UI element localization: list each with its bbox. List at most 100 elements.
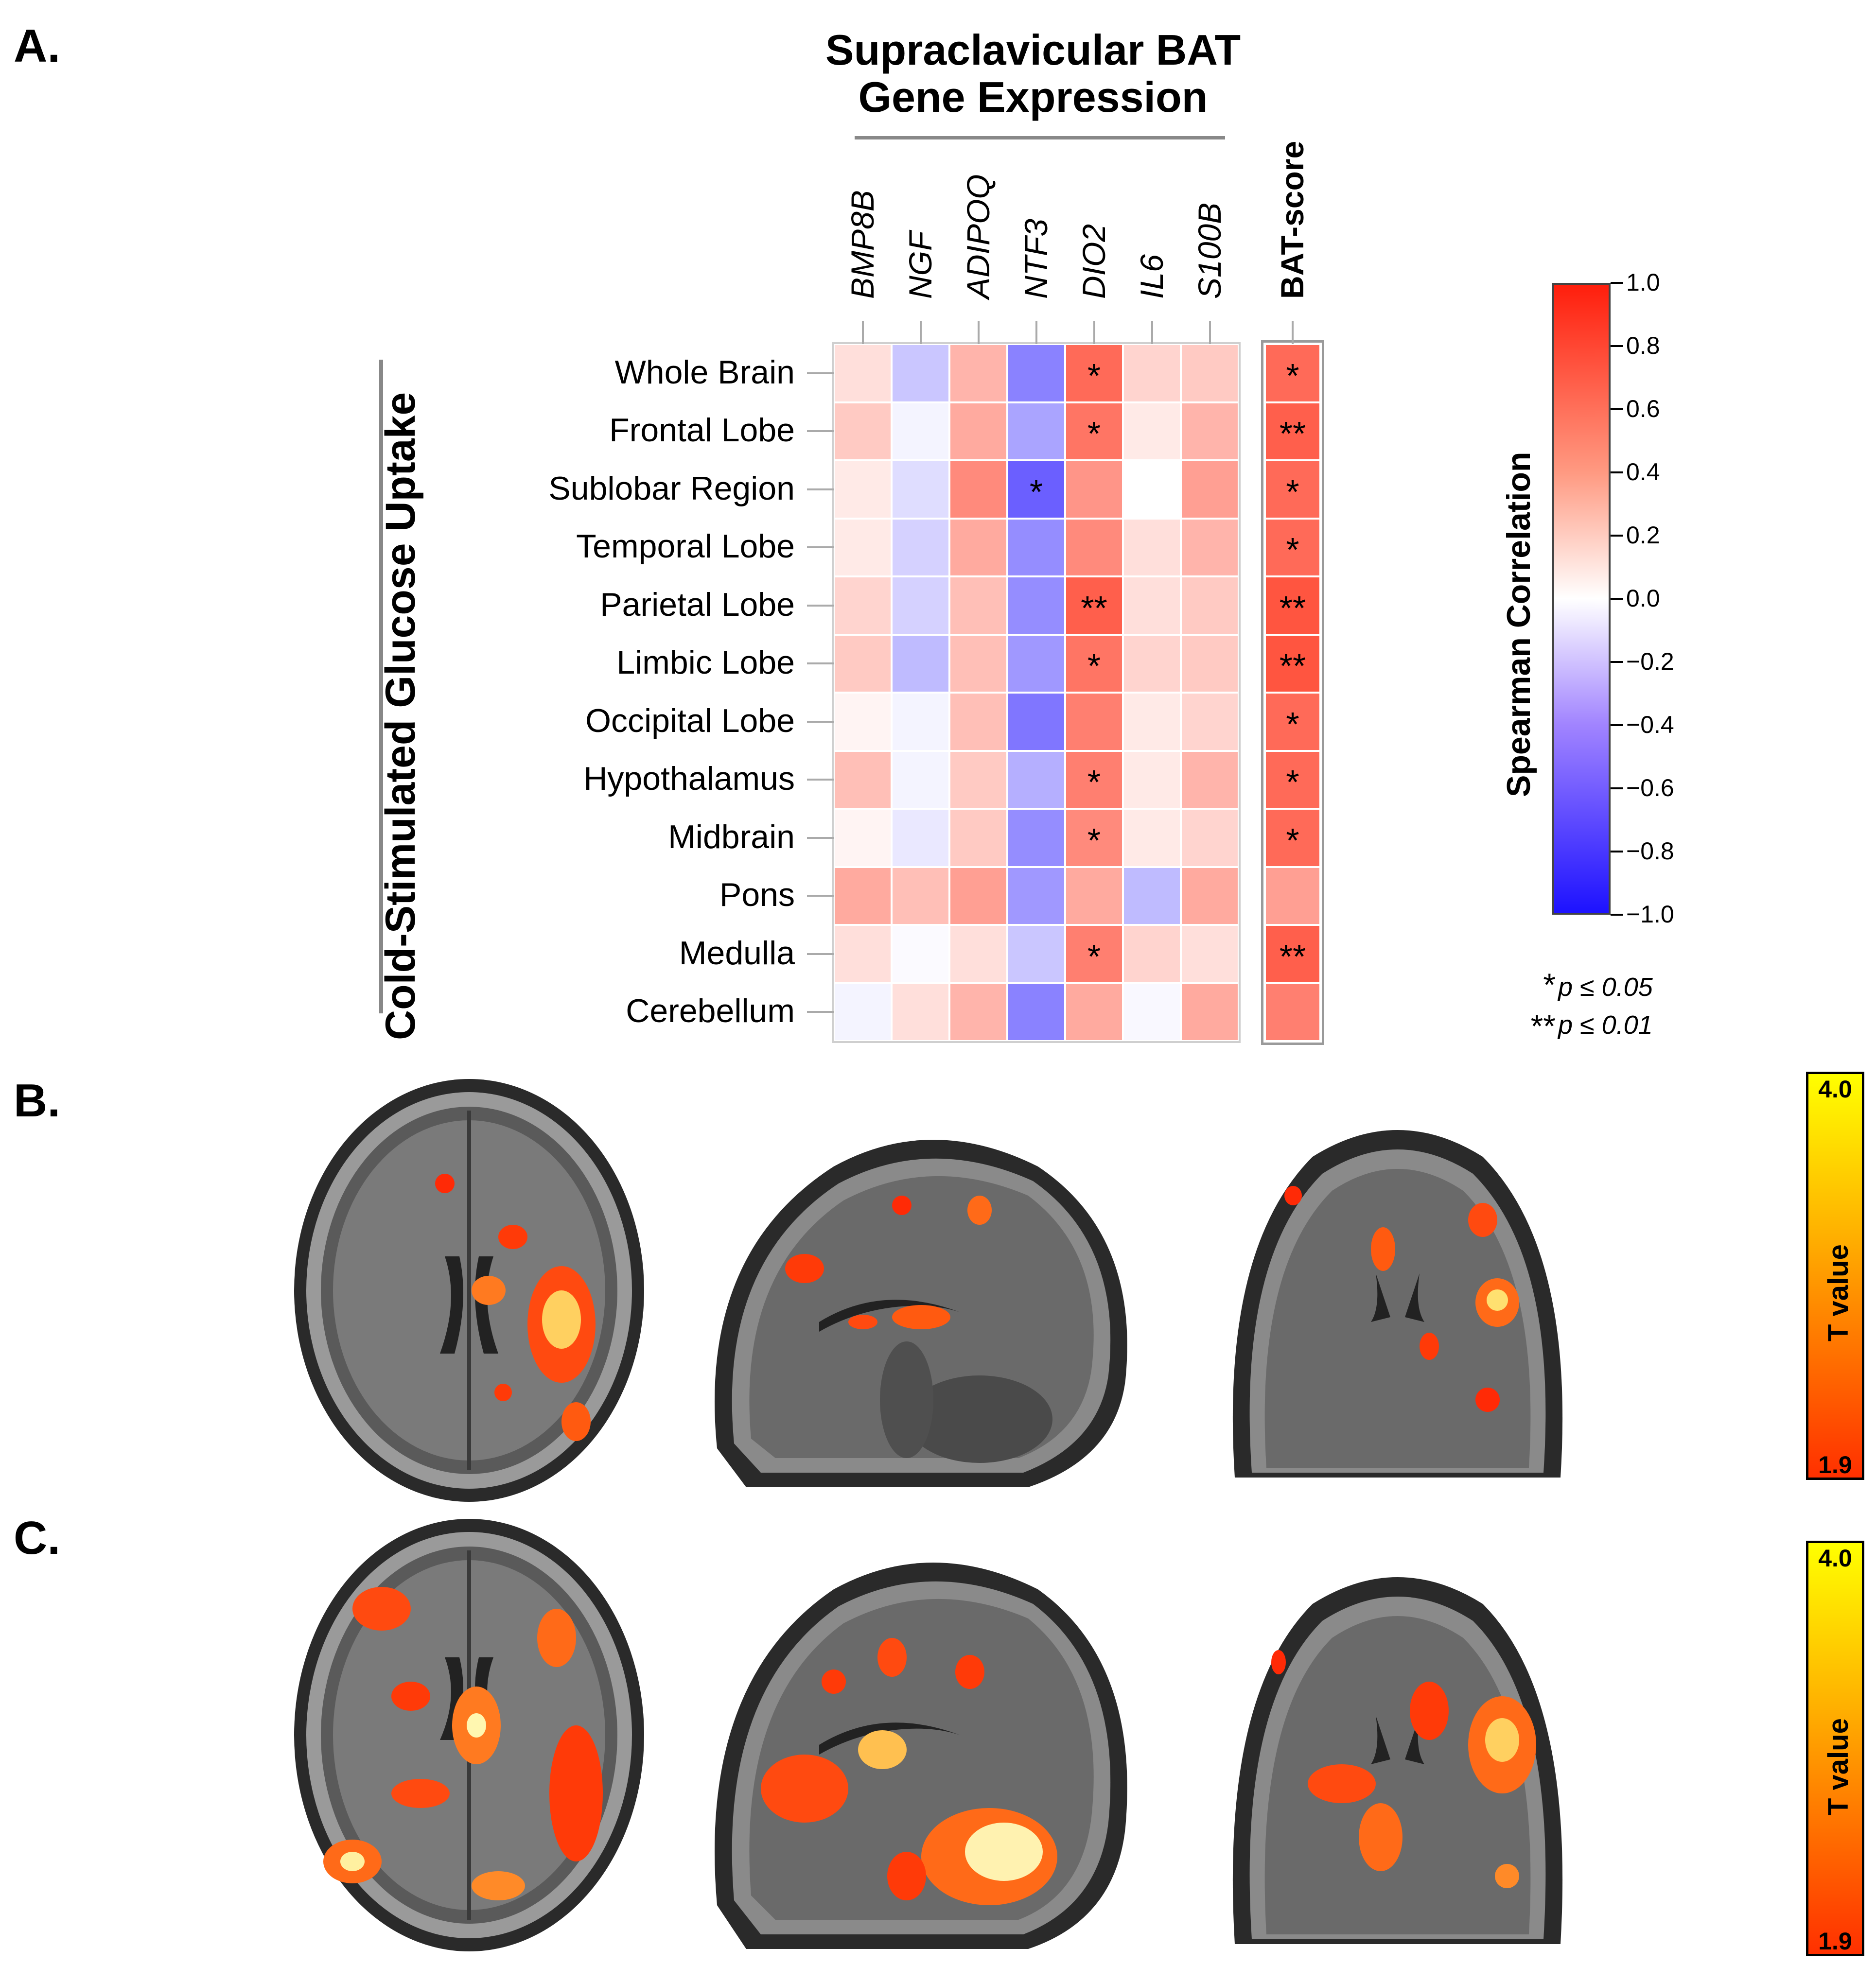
colorbar-tick-label: 0.6 xyxy=(1626,395,1660,422)
heatmap-cell xyxy=(834,634,892,693)
heatmap-title-line2: Gene Expression xyxy=(858,72,1208,121)
significance-mark: * xyxy=(1087,647,1101,685)
score-cell xyxy=(1265,750,1320,809)
heatmap-cell xyxy=(1065,402,1123,460)
tvalue-max-b: 4.0 xyxy=(1818,1076,1852,1103)
heatmap-cell xyxy=(1007,460,1065,519)
colorbar-tick-mark xyxy=(1611,471,1623,473)
heatmap-cell xyxy=(1065,750,1123,809)
colorbar-label: Spearman Correlation xyxy=(1500,452,1537,797)
row-label: Cerebellum xyxy=(626,992,795,1030)
heatmap-cell xyxy=(949,576,1007,635)
heatmap-cell xyxy=(834,344,892,402)
row-label: Hypothalamus xyxy=(583,760,795,798)
score-significance-mark: * xyxy=(1286,705,1299,743)
score-cell xyxy=(1265,983,1320,1041)
row-label: Temporal Lobe xyxy=(576,528,795,565)
score-cell xyxy=(1265,518,1320,576)
score-significance-mark: * xyxy=(1286,472,1299,511)
heatmap-cell xyxy=(1123,518,1181,576)
row-label: Frontal Lobe xyxy=(609,412,795,449)
heatmap-cell xyxy=(1007,634,1065,693)
significance-mark: * xyxy=(1087,415,1101,453)
score-significance-mark: * xyxy=(1286,763,1299,801)
column-label: IL6 xyxy=(1133,254,1170,299)
heatmap-cell xyxy=(892,460,949,519)
heatmap-cell xyxy=(949,460,1007,519)
heatmap-cell xyxy=(1065,925,1123,983)
panel-label-c: C. xyxy=(14,1512,60,1564)
column-label: ADIPOQ xyxy=(960,174,996,299)
heatmap-cell xyxy=(892,983,949,1041)
heatmap-cell xyxy=(834,402,892,460)
legend-text-2: p ≤ 0.01 xyxy=(1558,1010,1653,1040)
heatmap-cell xyxy=(834,925,892,983)
colorbar-tick-mark xyxy=(1611,661,1623,663)
heatmap-cell xyxy=(949,634,1007,693)
heatmap-cell xyxy=(1181,809,1239,867)
heatmap-cell xyxy=(892,750,949,809)
legend-mark-1: * xyxy=(1543,967,1556,1003)
heatmap-cell xyxy=(834,576,892,635)
colorbar-tick-label: −0.4 xyxy=(1626,711,1674,738)
brain-sagittal-b xyxy=(688,1108,1150,1492)
column-label: NTF3 xyxy=(1017,219,1054,299)
heatmap-cell xyxy=(949,983,1007,1041)
score-significance-mark: ** xyxy=(1279,415,1306,453)
colorbar-tick-mark xyxy=(1611,535,1623,537)
colorbar-tick-mark xyxy=(1611,598,1623,600)
heatmap-cell xyxy=(892,576,949,635)
brain-axial-b xyxy=(284,1072,654,1509)
colorbar-tick-label: 0.0 xyxy=(1626,585,1660,612)
colorbar-tick-mark xyxy=(1611,408,1623,410)
heatmap-title-line1: Supraclavicular BAT xyxy=(825,26,1241,74)
heatmap-cell xyxy=(1007,693,1065,751)
heatmap-cell xyxy=(1123,809,1181,867)
significance-mark: ** xyxy=(1081,589,1107,627)
heatmap-cell xyxy=(1065,983,1123,1041)
heatmap-cell xyxy=(949,925,1007,983)
correlation-colorbar xyxy=(1552,283,1611,915)
brain-axial-c xyxy=(284,1512,654,1959)
title-underline xyxy=(855,136,1225,139)
heatmap-cell xyxy=(1007,925,1065,983)
heatmap-cell xyxy=(1181,344,1239,402)
score-cell xyxy=(1265,634,1320,693)
row-label: Pons xyxy=(719,876,795,914)
heatmap-title: Supraclavicular BAT Gene Expression xyxy=(778,26,1288,121)
score-cell xyxy=(1265,867,1320,925)
tvalue-colorbar-c: 4.0 1.9 T value xyxy=(1806,1541,1864,1956)
significance-mark: * xyxy=(1029,472,1043,511)
score-significance-mark: ** xyxy=(1279,647,1306,685)
colorbar-tick-mark xyxy=(1611,282,1623,284)
column-tick xyxy=(1292,321,1294,344)
heatmap-cell xyxy=(1123,460,1181,519)
heatmap-cell xyxy=(1181,983,1239,1041)
score-cell xyxy=(1265,809,1320,867)
heatmap-cell xyxy=(1123,867,1181,925)
colorbar-tick-label: −1.0 xyxy=(1626,901,1674,928)
heatmap-cell xyxy=(1123,344,1181,402)
heatmap-cell xyxy=(1065,809,1123,867)
tvalue-min-b: 1.9 xyxy=(1818,1451,1852,1478)
row-tick xyxy=(807,604,834,607)
heatmap-cell xyxy=(834,750,892,809)
heatmap-cell xyxy=(1123,693,1181,751)
colorbar-tick-label: 0.4 xyxy=(1626,458,1660,486)
row-label: Whole Brain xyxy=(614,353,795,391)
row-label: Parietal Lobe xyxy=(600,586,795,623)
colorbar-tick-mark xyxy=(1611,851,1623,852)
heatmap-cell xyxy=(834,867,892,925)
heatmap-cell xyxy=(834,460,892,519)
heatmap-cell xyxy=(834,809,892,867)
heatmap-cell xyxy=(1065,576,1123,635)
column-tick xyxy=(1209,321,1211,344)
column-tick xyxy=(1151,321,1153,344)
heatmap-cell xyxy=(892,867,949,925)
significance-mark: * xyxy=(1087,356,1101,395)
colorbar-tick-mark xyxy=(1611,787,1623,789)
row-tick xyxy=(807,662,834,665)
heatmap-cell xyxy=(1181,925,1239,983)
heatmap-cell xyxy=(949,809,1007,867)
row-tick xyxy=(807,546,834,549)
